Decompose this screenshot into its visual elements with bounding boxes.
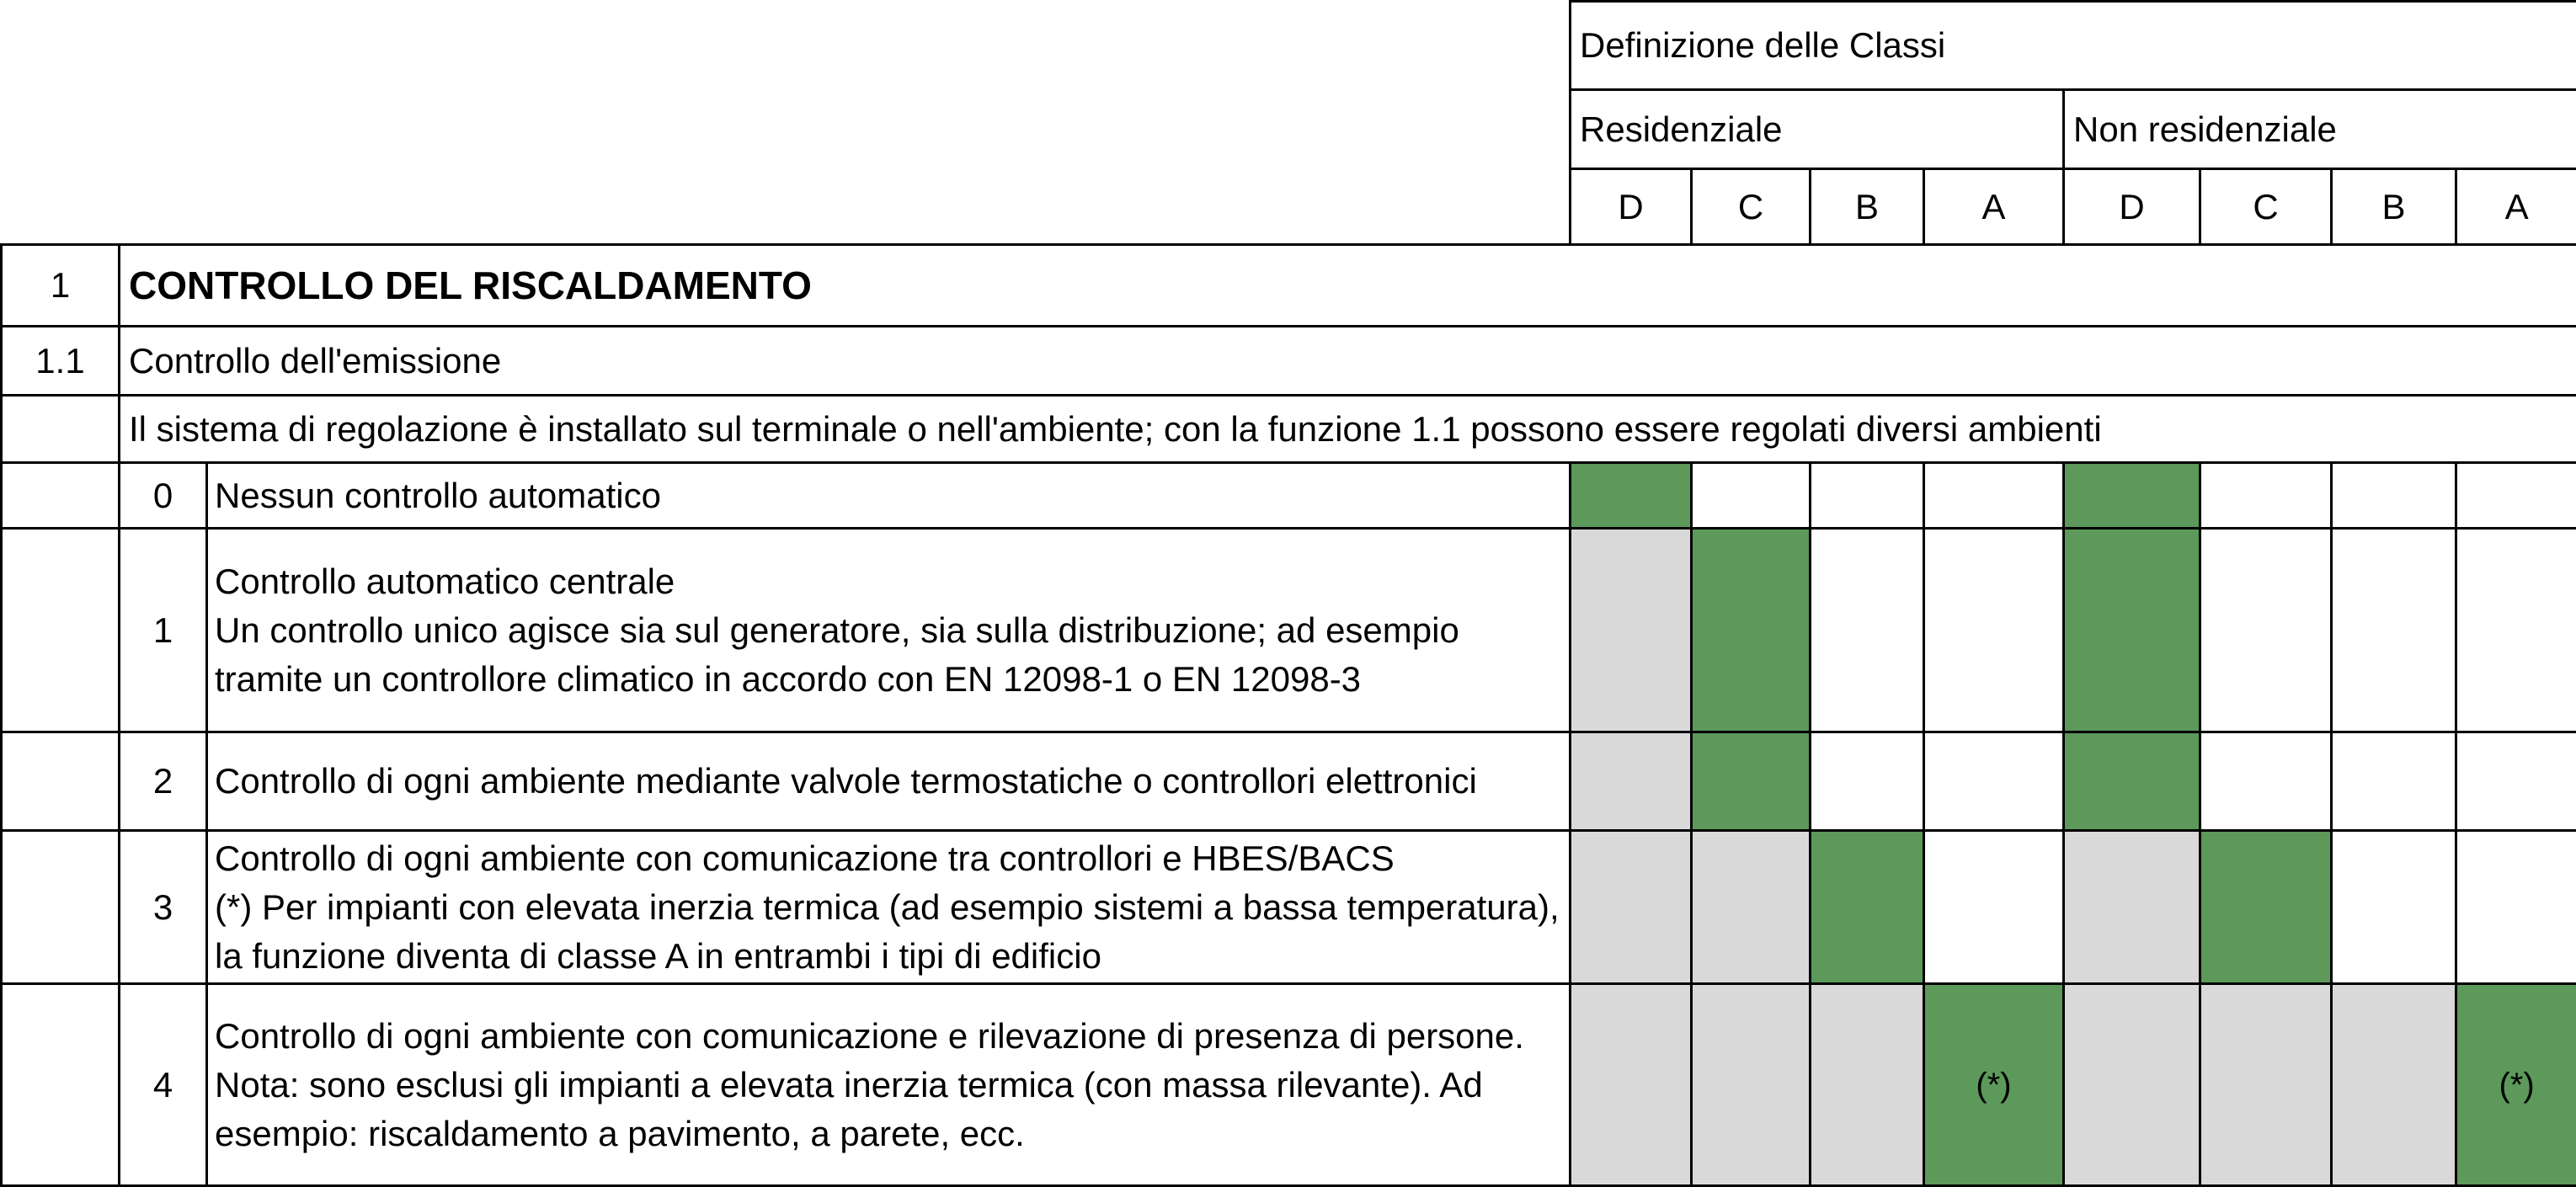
footnote-mark: (*) [2499, 1067, 2534, 1104]
row-number: 4 [120, 984, 207, 1186]
class-cell-white [2456, 732, 2576, 831]
class-cell-white [2456, 831, 2576, 984]
class-cell-white [1924, 732, 2064, 831]
class-cell-white [2332, 463, 2456, 529]
row-number: 1 [120, 529, 207, 732]
class-cell-gray [1571, 732, 1692, 831]
class-cell-white [1811, 732, 1924, 831]
row-description: Controllo di ogni ambiente con comunicaz… [207, 984, 1571, 1186]
class-cell-white [2200, 732, 2332, 831]
class-cell-white [1692, 463, 1811, 529]
row-description: Controllo di ogni ambiente con comunicaz… [207, 831, 1571, 984]
class-cell-gray [2332, 984, 2456, 1186]
class-cell-gray [2200, 984, 2332, 1186]
empty-cell [2, 984, 120, 1186]
class-cell-white [2200, 529, 2332, 732]
description-line: Controllo di ogni ambiente mediante valv… [215, 757, 1562, 806]
class-cell-gray [1571, 831, 1692, 984]
class-cell-gray [1571, 529, 1692, 732]
class-cell-green: (*) [1924, 984, 2064, 1186]
row-number: 3 [120, 831, 207, 984]
empty-cell [2, 529, 120, 732]
class-header-res-c: C [1692, 169, 1811, 245]
description-line: Controllo di ogni ambiente con comunicaz… [215, 834, 1562, 883]
description-line: Controllo automatico centrale [215, 557, 1562, 606]
class-cell-green [1571, 463, 1692, 529]
empty-corner [2, 2, 1571, 90]
class-cell-white [2456, 529, 2576, 732]
class-cell-gray [1692, 831, 1811, 984]
row-description: Nessun controllo automatico [207, 463, 1571, 529]
class-header-nonres-b: B [2332, 169, 2456, 245]
class-cell-green [2064, 529, 2200, 732]
class-cell-green [1692, 529, 1811, 732]
class-header-nonres-a: A [2456, 169, 2576, 245]
row-number: 0 [120, 463, 207, 529]
footnote-mark: (*) [1976, 1067, 2011, 1104]
class-header-res-a: A [1924, 169, 2064, 245]
empty-cell [2, 732, 120, 831]
class-header-nonres-d: D [2064, 169, 2200, 245]
row-number: 2 [120, 732, 207, 831]
class-header-res-d: D [1571, 169, 1692, 245]
description-line: Nessun controllo automatico [215, 471, 1562, 520]
empty-corner [2, 90, 1571, 169]
empty-corner [2, 169, 1571, 245]
class-cell-gray [1692, 984, 1811, 1186]
class-cell-green [1811, 831, 1924, 984]
class-cell-gray [2064, 831, 2200, 984]
class-cell-white [2200, 463, 2332, 529]
class-cell-white [1811, 463, 1924, 529]
class-cell-white [1924, 529, 2064, 732]
row-description: Controllo di ogni ambiente mediante valv… [207, 732, 1571, 831]
class-cell-green [2064, 732, 2200, 831]
subsection-description: Il sistema di regolazione è installato s… [120, 396, 2576, 463]
class-cell-white [2456, 463, 2576, 529]
class-cell-white [2332, 529, 2456, 732]
section-number: 1 [2, 245, 120, 327]
empty-cell [2, 831, 120, 984]
class-cell-white [1811, 529, 1924, 732]
class-cell-gray [1811, 984, 1924, 1186]
description-line: (*) Per impianti con elevata inerzia ter… [215, 883, 1562, 981]
class-cell-white [1924, 463, 2064, 529]
class-cell-green [2064, 463, 2200, 529]
class-cell-gray [2064, 984, 2200, 1186]
class-cell-green [1692, 732, 1811, 831]
non-residential-header: Non residenziale [2064, 90, 2576, 169]
empty-cell [2, 463, 120, 529]
class-cell-green [2200, 831, 2332, 984]
definition-header: Definizione delle Classi [1571, 2, 2576, 90]
subsection-number: 1.1 [2, 327, 120, 396]
class-cell-white [2332, 732, 2456, 831]
class-header-res-b: B [1811, 169, 1924, 245]
class-cell-white [2332, 831, 2456, 984]
class-cell-white [1924, 831, 2064, 984]
description-line: Un controllo unico agisce sia sul genera… [215, 606, 1562, 704]
description-line: Nota: sono esclusi gli impianti a elevat… [215, 1061, 1562, 1158]
residential-header: Residenziale [1571, 90, 2064, 169]
section-title: CONTROLLO DEL RISCALDAMENTO [120, 245, 2576, 327]
class-cell-green: (*) [2456, 984, 2576, 1186]
subsection-title: Controllo dell'emissione [120, 327, 2576, 396]
empty-cell [2, 396, 120, 463]
class-cell-gray [1571, 984, 1692, 1186]
description-line: Controllo di ogni ambiente con comunicaz… [215, 1012, 1562, 1061]
class-header-nonres-c: C [2200, 169, 2332, 245]
